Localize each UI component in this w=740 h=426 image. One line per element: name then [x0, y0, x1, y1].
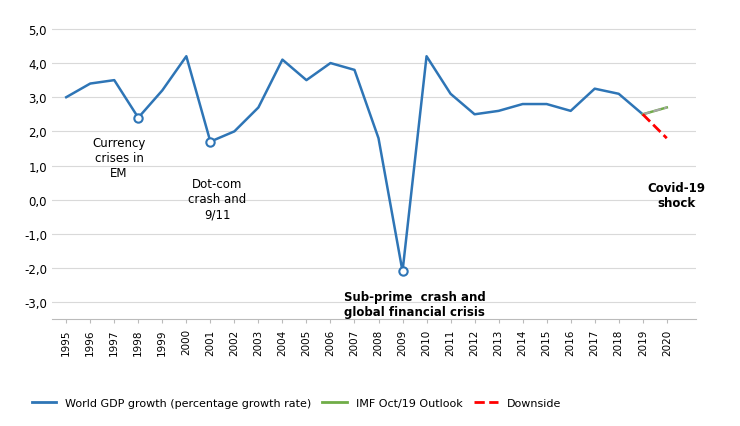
- Text: Currency
crises in
EM: Currency crises in EM: [92, 137, 146, 180]
- Text: Covid-19
shock: Covid-19 shock: [648, 181, 705, 210]
- Text: Dot-com
crash and
9/11: Dot-com crash and 9/11: [189, 178, 246, 221]
- Legend: World GDP growth (percentage growth rate), IMF Oct/19 Outlook, Downside: World GDP growth (percentage growth rate…: [27, 393, 565, 412]
- Text: Sub-prime  crash and
global financial crisis: Sub-prime crash and global financial cri…: [343, 291, 485, 319]
